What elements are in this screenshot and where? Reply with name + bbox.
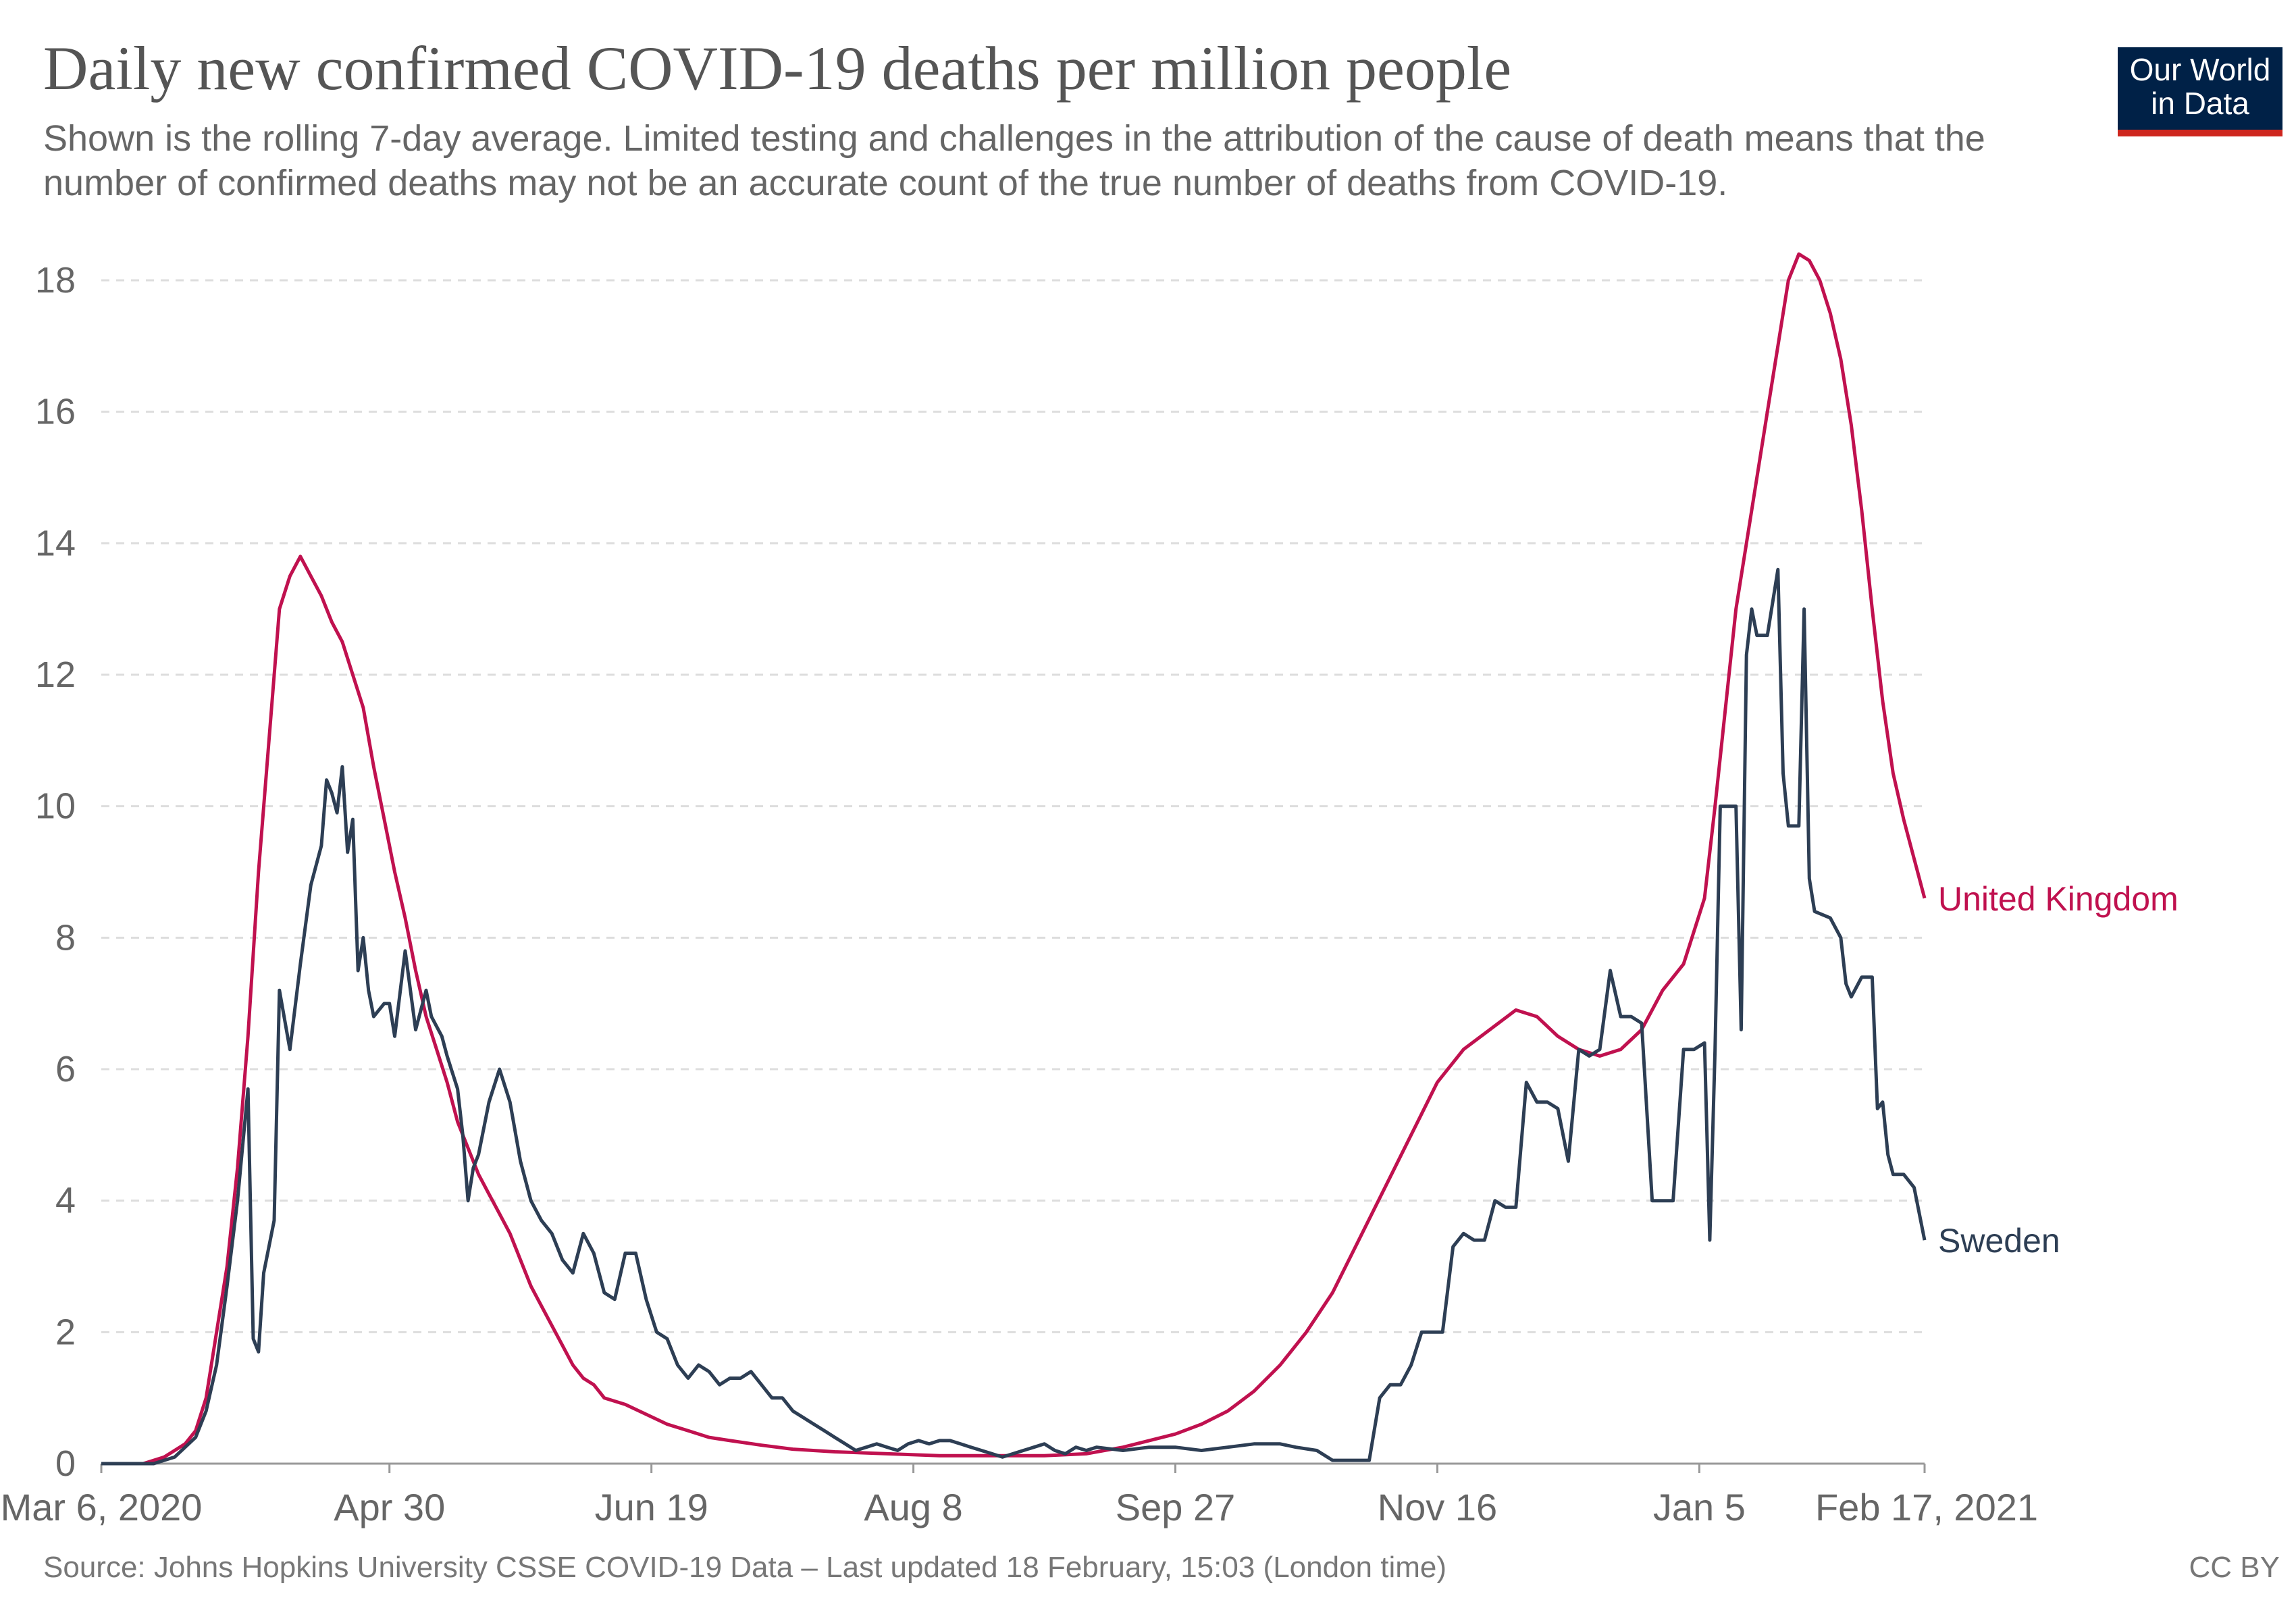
source-note: Source: Johns Hopkins University CSSE CO… (43, 1551, 1447, 1584)
y-tick-label: 18 (35, 260, 76, 301)
chart-subtitle: Shown is the rolling 7-day average. Limi… (43, 118, 1985, 203)
series-labels: United Kingdom Sweden (1938, 880, 2178, 1260)
license-link[interactable]: CC BY (2189, 1551, 2280, 1584)
series-label[interactable]: Sweden (1938, 1222, 2060, 1260)
x-tick-label: Jan 5 (1653, 1486, 1746, 1528)
x-tick-label: Feb 17, 2021 (1815, 1486, 2038, 1528)
y-tick-label: 10 (35, 786, 76, 827)
y-tick-label: 16 (35, 392, 76, 432)
x-tick-label: Mar 6, 2020 (1, 1486, 203, 1528)
x-axis-ticks: Mar 6, 2020 Apr 30 Jun 19 Aug 8 Sep 27 Nov 16… (1, 1464, 2038, 1528)
x-tick-label: Sep 27 (1116, 1486, 1236, 1528)
x-tick-label: Nov 16 (1378, 1486, 1497, 1528)
x-tick-label: Apr 30 (334, 1486, 445, 1528)
y-tick-label: 6 (55, 1049, 76, 1089)
series-lines (101, 252, 1927, 1466)
y-tick-label: 0 (55, 1443, 76, 1484)
y-axis-ticks: 0 2 4 6 8 10 12 14 16 18 (35, 260, 76, 1484)
gridlines (101, 279, 1925, 1465)
series-label[interactable]: United Kingdom (1938, 880, 2178, 918)
y-tick-label: 8 (55, 917, 76, 958)
y-tick-label: 14 (35, 523, 76, 563)
y-tick-label: 12 (35, 654, 76, 695)
x-tick-label: Jun 19 (595, 1486, 708, 1528)
series-line-sweden[interactable] (101, 567, 1927, 1466)
owid-logo[interactable]: Our World in Data (2118, 47, 2282, 136)
y-tick-label: 2 (55, 1312, 76, 1352)
x-tick-label: Aug 8 (864, 1486, 962, 1528)
series-line-united-kingdom[interactable] (101, 252, 1927, 1466)
y-tick-label: 4 (55, 1181, 76, 1221)
chart-title: Daily new confirmed COVID-19 deaths per … (43, 34, 1512, 103)
